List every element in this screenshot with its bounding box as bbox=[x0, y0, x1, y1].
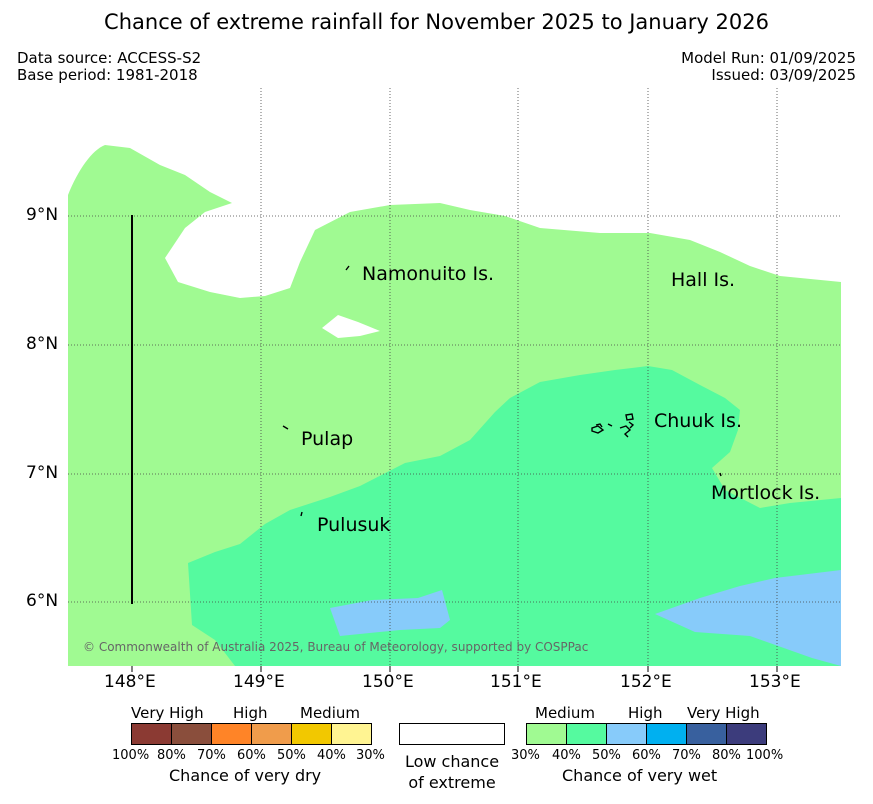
map-title: Chance of extreme rainfall for November … bbox=[104, 10, 769, 34]
lat-label-8n: 8°N bbox=[26, 334, 59, 354]
lon-label-148e: 148°E bbox=[104, 672, 156, 692]
legend-wet-swatch-6 bbox=[726, 723, 767, 745]
wet-50-60-region-east bbox=[655, 570, 841, 666]
legend-wet-swatch-4 bbox=[646, 723, 687, 745]
legend-dry-swatch-1 bbox=[131, 723, 172, 745]
legend-dry-tick: 60% bbox=[237, 748, 266, 763]
legend-wet-caption: Chance of very wet bbox=[562, 766, 718, 785]
legend-wet-tick: 80% bbox=[712, 748, 741, 763]
chuuk-islands bbox=[591, 413, 635, 438]
legend-dry-tick: 70% bbox=[197, 748, 226, 763]
legend-dry-swatch-2 bbox=[171, 723, 212, 745]
legend-neutral-line1: Low chance bbox=[404, 752, 500, 771]
legend-dry-header-very-high: Very High bbox=[131, 704, 204, 722]
lat-label-7n: 7°N bbox=[26, 463, 59, 483]
legend-dry-swatch-3 bbox=[211, 723, 252, 745]
legend-wet-swatch-2 bbox=[566, 723, 607, 745]
legend-dry-header-medium: Medium bbox=[300, 704, 360, 722]
place-label-hall: Hall Is. bbox=[671, 269, 736, 291]
source-info: Data source: ACCESS-S2 Base period: 1981… bbox=[17, 50, 201, 84]
legend-dry-tick: 80% bbox=[157, 748, 186, 763]
legend-wet-tick: 50% bbox=[592, 748, 621, 763]
base-period-text: Base period: 1981-2018 bbox=[17, 66, 198, 84]
legend-wet-tick: 40% bbox=[552, 748, 581, 763]
legend-wet-tick: 30% bbox=[511, 748, 540, 763]
lon-label-152e: 152°E bbox=[620, 672, 672, 692]
issued-text: Issued: 03/09/2025 bbox=[711, 66, 856, 84]
mortlock-island bbox=[719, 472, 722, 477]
place-label-pulusuk: Pulusuk bbox=[317, 514, 391, 536]
legend-wet-tick: 100% bbox=[746, 748, 784, 763]
legend-wet-tick: 60% bbox=[632, 748, 661, 763]
legend-dry-swatch-4 bbox=[251, 723, 292, 745]
legend-wet-header-very-high: Very High bbox=[687, 704, 760, 722]
legend-neutral-swatch bbox=[399, 723, 505, 745]
place-label-namonuito: Namonuito Is. bbox=[362, 263, 495, 285]
legend-wet-header-high: High bbox=[628, 704, 663, 722]
namonuito-island bbox=[345, 265, 350, 271]
data-source-text: Data source: ACCESS-S2 bbox=[17, 49, 202, 67]
copyright-text: © Commonwealth of Australia 2025, Bureau… bbox=[83, 640, 589, 654]
lon-label-151e: 151°E bbox=[490, 672, 542, 692]
legend-dry-tick: 30% bbox=[356, 748, 385, 763]
lon-label-150e: 150°E bbox=[362, 672, 414, 692]
lat-label-6n: 6°N bbox=[26, 591, 59, 611]
wet-40-50-region bbox=[188, 366, 841, 666]
legend-wet-tick: 70% bbox=[672, 748, 701, 763]
low-chance-patch bbox=[322, 315, 380, 338]
lat-label-9n: 9°N bbox=[26, 205, 59, 225]
pulusuk-island bbox=[300, 511, 303, 517]
place-label-pulap: Pulap bbox=[301, 428, 354, 450]
axis-ticks bbox=[131, 666, 778, 672]
run-info: Model Run: 01/09/2025 Issued: 03/09/2025 bbox=[681, 50, 856, 84]
legend-neutral-line2: of extreme bbox=[408, 773, 496, 792]
model-run-text: Model Run: 01/09/2025 bbox=[681, 49, 856, 67]
legend-wet-swatch-1 bbox=[526, 723, 567, 745]
lon-label-149e: 149°E bbox=[233, 672, 285, 692]
legend-dry-swatch-5 bbox=[291, 723, 332, 745]
island-shapes bbox=[282, 265, 722, 517]
legend-dry-header-high: High bbox=[233, 704, 268, 722]
legend-dry-tick: 100% bbox=[112, 748, 150, 763]
map-grid bbox=[68, 88, 841, 666]
place-label-mortlock: Mortlock Is. bbox=[711, 482, 821, 504]
place-label-chuuk: Chuuk Is. bbox=[654, 410, 742, 432]
legend-dry-tick: 50% bbox=[277, 748, 306, 763]
legend-wet-swatch-3 bbox=[606, 723, 647, 745]
legend-dry-tick: 40% bbox=[317, 748, 346, 763]
legend-wet-header-medium: Medium bbox=[535, 704, 595, 722]
lon-label-153e: 153°E bbox=[749, 672, 801, 692]
legend-wet-swatch-5 bbox=[686, 723, 727, 745]
pulap-island bbox=[282, 425, 289, 430]
legend-dry-swatch-6 bbox=[331, 723, 372, 745]
legend-dry-caption: Chance of very dry bbox=[169, 766, 322, 785]
